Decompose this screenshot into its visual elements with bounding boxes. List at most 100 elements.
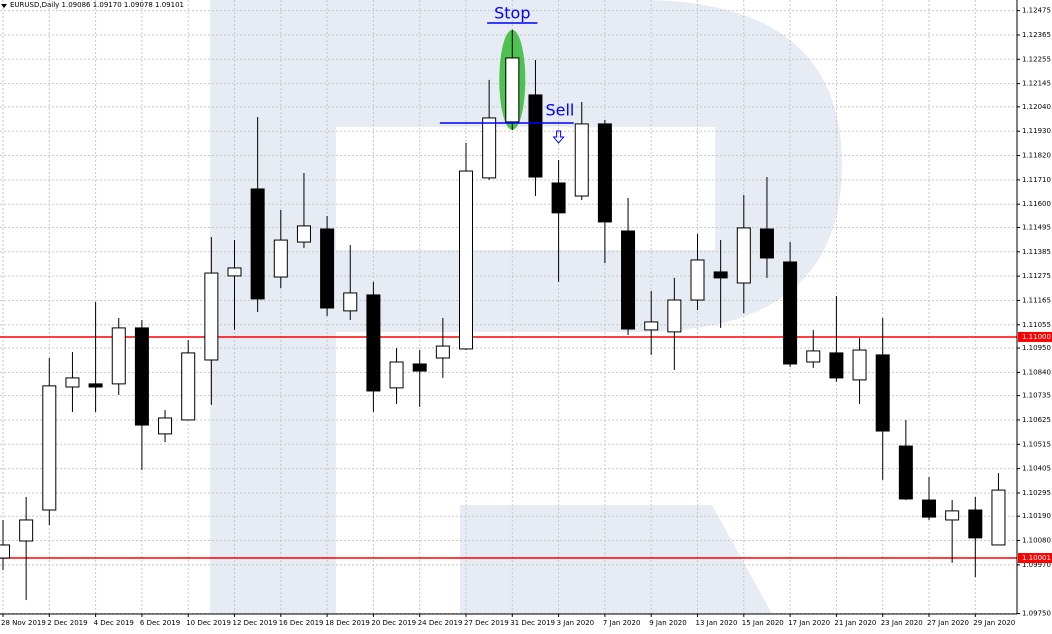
x-tick-label: 10 Dec 2019 xyxy=(186,619,231,627)
candle-body xyxy=(644,321,659,331)
annotation-label: Stop xyxy=(494,4,530,23)
y-tick-label: 1.10625 xyxy=(1022,416,1051,424)
y-tick-label: 1.12255 xyxy=(1022,55,1051,63)
y-tick-label: 1.12365 xyxy=(1022,31,1051,39)
candle-body xyxy=(806,350,821,363)
y-tick-label: 1.09970 xyxy=(1022,561,1051,569)
candle-body xyxy=(181,352,196,421)
x-tick-label: 18 Dec 2019 xyxy=(325,619,370,627)
x-tick-label: 2 Dec 2019 xyxy=(47,619,87,627)
y-tick-label: 1.11385 xyxy=(1022,248,1051,256)
y-tick-label: 1.11820 xyxy=(1022,152,1051,160)
y-tick-label: 1.10295 xyxy=(1022,489,1051,497)
x-tick-label: 15 Jan 2020 xyxy=(742,619,784,627)
candle-body xyxy=(713,271,728,279)
candle-body xyxy=(829,352,844,379)
candle-body xyxy=(528,94,543,178)
price-level-tag xyxy=(1018,331,1052,342)
candle-body xyxy=(875,354,890,432)
candle-body xyxy=(968,509,983,539)
y-tick-label: 1.11165 xyxy=(1022,296,1051,304)
x-tick-label: 6 Dec 2019 xyxy=(140,619,180,627)
x-tick-label: 20 Dec 2019 xyxy=(371,619,416,627)
menu-arrow xyxy=(1,4,7,8)
watermark-stem xyxy=(210,0,336,614)
candle-body xyxy=(505,57,520,123)
candle-body xyxy=(621,230,636,330)
x-tick-label: 23 Jan 2020 xyxy=(881,619,923,627)
plot xyxy=(0,22,1017,601)
candle-body xyxy=(366,294,381,392)
y-tick-label: 1.11275 xyxy=(1022,272,1051,280)
candle-body xyxy=(42,385,57,511)
y-tick-label: 1.12145 xyxy=(1022,80,1051,88)
x-tick-label: 29 Jan 2020 xyxy=(973,619,1015,627)
x-tick-label: 24 Dec 2019 xyxy=(418,619,463,627)
y-tick-label: 1.10080 xyxy=(1022,537,1051,545)
x-tick-label: 4 Dec 2019 xyxy=(94,619,134,627)
y-tick-label: 1.11495 xyxy=(1022,223,1051,231)
candle-body xyxy=(204,272,219,361)
candle-body xyxy=(320,228,335,309)
candle-body xyxy=(945,510,960,521)
y-tick-label: 1.10515 xyxy=(1022,440,1051,448)
candle-body xyxy=(158,417,173,435)
candle-body xyxy=(736,227,751,284)
candle-body xyxy=(65,377,80,388)
candle-body xyxy=(273,239,288,278)
y-tick-label: 1.10840 xyxy=(1022,368,1051,376)
y-tick-label: 1.09750 xyxy=(1022,610,1051,618)
x-tick-label: 9 Jan 2020 xyxy=(649,619,687,627)
price-level-label: 1.11000 xyxy=(1022,333,1051,341)
y-tick-label: 1.11930 xyxy=(1022,127,1051,135)
watermark xyxy=(210,0,842,614)
y-tick-label: 1.11710 xyxy=(1022,176,1051,184)
candle-body xyxy=(690,259,705,301)
candle-body xyxy=(250,188,265,300)
y-tick-label: 1.11600 xyxy=(1022,200,1051,208)
candle-body xyxy=(111,327,126,385)
y-tick-label: 1.10735 xyxy=(1022,392,1051,400)
candle-body xyxy=(991,489,1006,546)
candle-body xyxy=(227,267,242,277)
y-tick-label: 1.10190 xyxy=(1022,512,1051,520)
candle-body xyxy=(574,123,589,197)
y-tick-label: 1.11055 xyxy=(1022,321,1051,329)
candle-body xyxy=(412,363,427,372)
annotation-label: Sell xyxy=(545,101,574,120)
x-tick-label: 21 Jan 2020 xyxy=(834,619,876,627)
candle-body xyxy=(0,544,10,559)
y-tick-label: 1.10950 xyxy=(1022,344,1051,352)
candle-body xyxy=(435,345,450,359)
candle-body xyxy=(922,499,936,518)
candle-body xyxy=(597,123,612,223)
watermark-leg xyxy=(460,505,772,614)
candle-body xyxy=(134,327,149,426)
candle-body xyxy=(898,445,913,500)
candle-body xyxy=(459,170,473,350)
candle-body xyxy=(482,117,497,179)
x-tick-label: 28 Nov 2019 xyxy=(1,619,46,627)
candle-body xyxy=(389,361,404,389)
x-tick-label: 12 Dec 2019 xyxy=(233,619,278,627)
sell-arrow xyxy=(552,130,565,144)
x-tick-label: 27 Jan 2020 xyxy=(927,619,969,627)
candle-body xyxy=(343,292,358,312)
candle-body xyxy=(551,182,566,214)
y-tick-label: 1.12040 xyxy=(1022,103,1051,111)
candle-body xyxy=(852,349,867,381)
arrow-icon xyxy=(552,130,565,144)
candle-body xyxy=(759,228,774,259)
candle-body xyxy=(667,299,682,333)
x-tick-label: 17 Jan 2020 xyxy=(788,619,830,627)
x-tick-label: 13 Jan 2020 xyxy=(696,619,738,627)
chart-title: EURUSD,Daily 1.09086 1.09170 1.09078 1.0… xyxy=(10,1,184,9)
y-tick-label: 1.12475 xyxy=(1022,7,1051,15)
candle-body xyxy=(19,519,34,542)
watermark-bowl xyxy=(336,0,842,332)
x-tick-label: 7 Jan 2020 xyxy=(603,619,641,627)
x-tick-label: 31 Dec 2019 xyxy=(510,619,555,627)
price-level-label: 1.10001 xyxy=(1022,554,1051,562)
candle-body xyxy=(296,225,311,243)
